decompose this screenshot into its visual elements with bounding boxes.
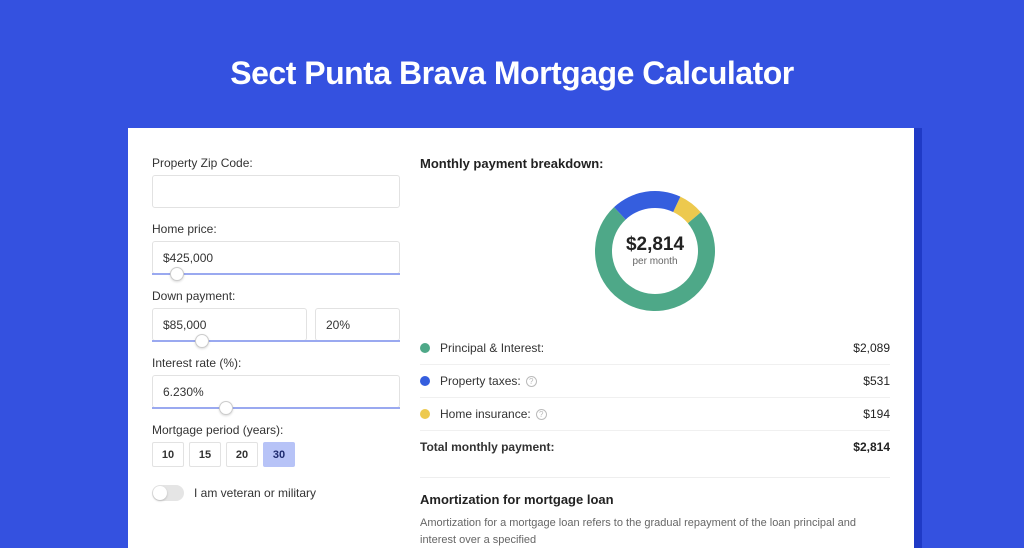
interest-rate-slider-thumb[interactable] [219,401,233,415]
period-group: Mortgage period (years): 10152030 [152,423,400,467]
legend: Principal & Interest:$2,089Property taxe… [420,332,890,463]
veteran-row: I am veteran or military [152,485,400,501]
legend-total-row: Total monthly payment:$2,814 [420,431,890,463]
home-price-input[interactable] [152,241,400,274]
interest-rate-label: Interest rate (%): [152,356,400,370]
home-price-group: Home price: [152,222,400,275]
amortization-section: Amortization for mortgage loan Amortizat… [420,477,890,548]
zip-group: Property Zip Code: [152,156,400,208]
down-payment-percent-input[interactable] [315,308,400,341]
home-price-label: Home price: [152,222,400,236]
legend-row: Principal & Interest:$2,089 [420,332,890,365]
interest-rate-input[interactable] [152,375,400,408]
interest-rate-group: Interest rate (%): [152,356,400,409]
veteran-label: I am veteran or military [194,486,316,500]
veteran-toggle-knob [153,486,167,500]
period-button-10[interactable]: 10 [152,442,184,467]
donut-sub: per month [626,256,684,267]
legend-total-value: $2,814 [853,440,890,454]
period-button-15[interactable]: 15 [189,442,221,467]
period-button-20[interactable]: 20 [226,442,258,467]
legend-row: Home insurance:?$194 [420,398,890,431]
down-payment-group: Down payment: [152,289,400,342]
home-price-slider[interactable] [152,273,400,275]
legend-label: Home insurance:? [440,407,863,421]
page-title: Sect Punta Brava Mortgage Calculator [0,0,1024,92]
zip-label: Property Zip Code: [152,156,400,170]
period-label: Mortgage period (years): [152,423,400,437]
legend-label: Property taxes:? [440,374,863,388]
amortization-title: Amortization for mortgage loan [420,492,890,507]
home-price-slider-thumb[interactable] [170,267,184,281]
form-panel: Property Zip Code: Home price: Down paym… [152,156,400,548]
legend-row: Property taxes:?$531 [420,365,890,398]
down-payment-amount-input[interactable] [152,308,307,341]
donut-slice [614,191,680,220]
zip-input[interactable] [152,175,400,208]
info-icon[interactable]: ? [526,376,537,387]
down-payment-slider[interactable] [152,340,400,342]
info-icon[interactable]: ? [536,409,547,420]
veteran-toggle[interactable] [152,485,184,501]
legend-label: Principal & Interest: [440,341,853,355]
legend-value: $194 [863,407,890,421]
breakdown-panel: Monthly payment breakdown: $2,814 per mo… [420,156,890,548]
period-buttons: 10152030 [152,442,400,467]
interest-rate-slider[interactable] [152,407,400,409]
donut-chart: $2,814 per month [420,181,890,320]
calculator-card: Property Zip Code: Home price: Down paym… [128,128,914,548]
period-button-30[interactable]: 30 [263,442,295,467]
down-payment-label: Down payment: [152,289,400,303]
amortization-text: Amortization for a mortgage loan refers … [420,515,890,548]
legend-dot [420,376,430,386]
donut-center: $2,814 per month [626,234,684,267]
legend-dot [420,343,430,353]
legend-value: $2,089 [853,341,890,355]
legend-value: $531 [863,374,890,388]
down-payment-slider-thumb[interactable] [195,334,209,348]
legend-dot [420,409,430,419]
donut-amount: $2,814 [626,234,684,256]
legend-total-label: Total monthly payment: [420,440,853,454]
breakdown-title: Monthly payment breakdown: [420,156,890,171]
